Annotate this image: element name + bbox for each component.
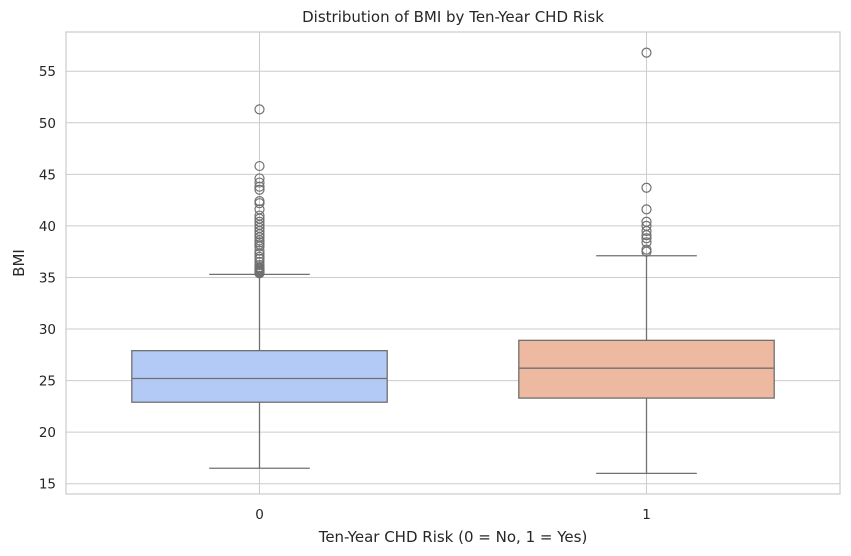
- tick-layer: 15 20 25 30 35 40 45 50 55 0 1: [39, 64, 651, 523]
- plot-frame: [65, 31, 841, 495]
- box-group-1: [518, 47, 775, 475]
- outlier-point: [254, 184, 265, 195]
- y-axis-label: BMI: [10, 249, 28, 277]
- outlier-point: [254, 251, 265, 262]
- box-iqr: [518, 339, 775, 399]
- outlier-point: [254, 245, 265, 256]
- y-tick-label: 45: [39, 167, 56, 183]
- y-tick-label: 35: [39, 270, 56, 286]
- outlier-point: [254, 210, 265, 221]
- box-group-0: [131, 104, 388, 469]
- box-iqr: [131, 350, 388, 403]
- outlier-point: [641, 47, 652, 58]
- y-tick-label: 50: [39, 116, 56, 132]
- outlier-point: [254, 256, 265, 268]
- outlier-point: [254, 204, 265, 215]
- outlier-point: [254, 216, 265, 227]
- outlier-point: [641, 220, 652, 231]
- outlier-point: [254, 177, 265, 188]
- outlier-point: [254, 160, 265, 172]
- outlier-point: [641, 182, 652, 193]
- outlier-point: [641, 233, 652, 244]
- y-tick-label: 25: [39, 374, 56, 390]
- outlier-point: [641, 216, 652, 227]
- outlier-point: [641, 204, 652, 215]
- outlier-point: [641, 244, 652, 255]
- x-axis-label: Ten-Year CHD Risk (0 = No, 1 = Yes): [318, 528, 588, 546]
- y-tick-label: 55: [39, 64, 56, 80]
- y-tick-label: 30: [39, 322, 56, 338]
- y-tick-label: 15: [39, 477, 56, 493]
- x-tick-label: 1: [642, 507, 651, 523]
- outlier-point: [254, 181, 265, 192]
- outlier-point: [254, 104, 265, 115]
- x-tick-label: 0: [255, 507, 264, 523]
- outlier-point: [254, 196, 265, 207]
- outlier-point: [254, 173, 265, 184]
- chart-title: Distribution of BMI by Ten-Year CHD Risk: [302, 8, 604, 26]
- outlier-point: [641, 237, 652, 248]
- outlier-point: [254, 259, 265, 271]
- box-layer: [131, 47, 775, 475]
- y-tick-label: 20: [39, 425, 56, 441]
- y-tick-label: 40: [39, 219, 56, 235]
